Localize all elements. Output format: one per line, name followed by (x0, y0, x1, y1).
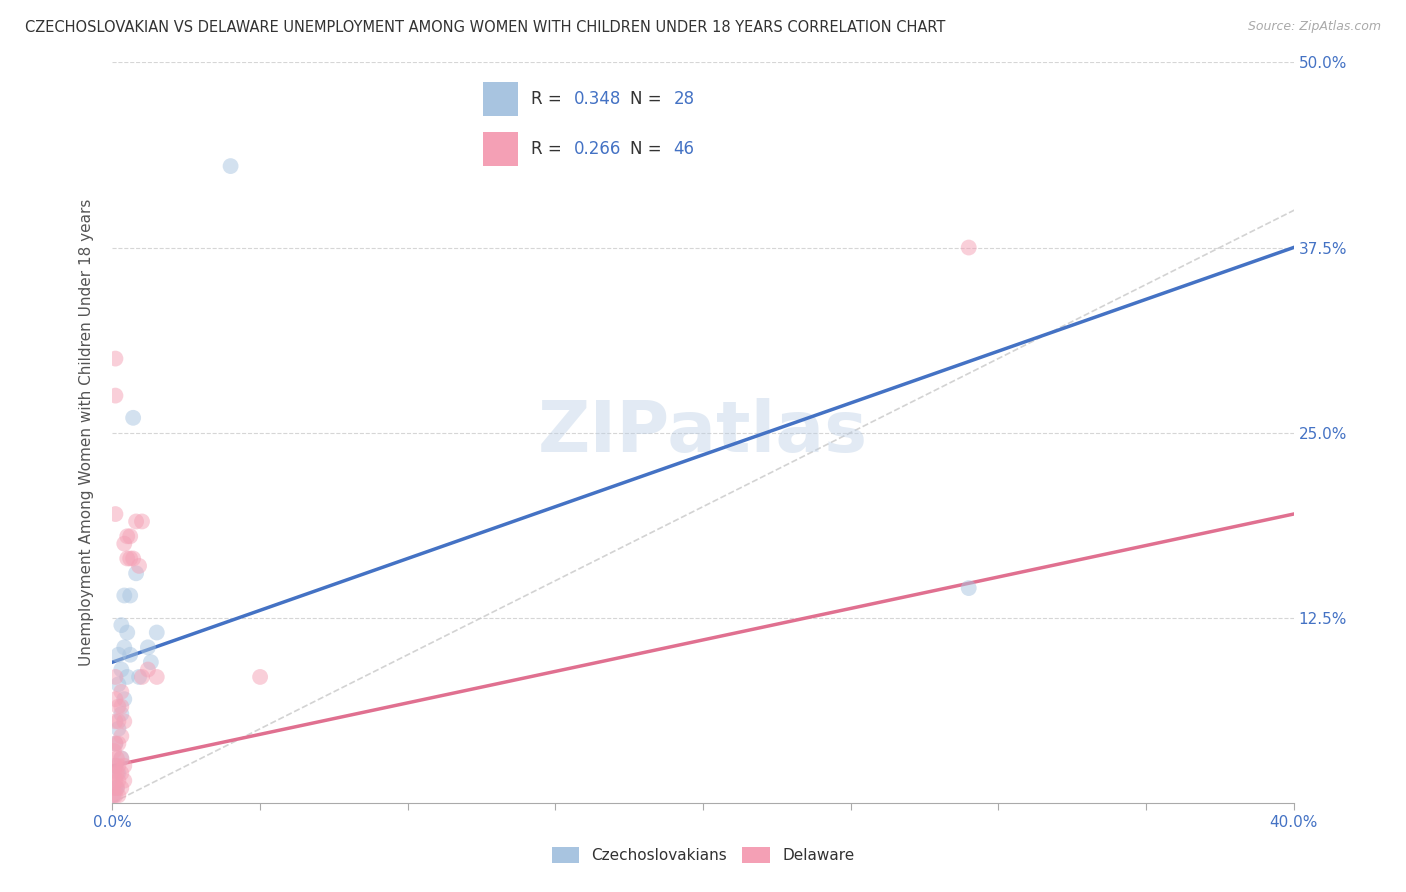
Point (117, 529, 138, 543)
Point (107, 758, 129, 772)
Point (103, 744, 125, 758)
Point (105, 751, 128, 765)
Point (104, 692, 127, 706)
Point (146, 625, 169, 640)
Point (107, 648, 129, 662)
Point (107, 722, 129, 736)
Point (128, 558, 150, 573)
Point (219, 159, 242, 173)
Point (122, 551, 145, 566)
Point (104, 737, 127, 751)
Point (120, 529, 142, 543)
Point (122, 410, 145, 425)
Point (103, 789, 125, 803)
Point (110, 766, 132, 780)
Point (110, 780, 132, 795)
Point (103, 780, 125, 795)
Point (104, 758, 127, 772)
Point (105, 780, 128, 795)
Text: ZIPatlas: ZIPatlas (538, 398, 868, 467)
Point (104, 351, 127, 366)
Point (120, 551, 142, 566)
Point (131, 515, 153, 529)
Point (107, 773, 129, 788)
Point (146, 670, 169, 684)
Point (110, 706, 132, 721)
Point (110, 729, 132, 743)
Point (112, 640, 135, 655)
Point (120, 648, 142, 662)
Point (125, 515, 148, 529)
Point (107, 789, 129, 803)
Point (104, 758, 127, 772)
Point (110, 663, 132, 677)
Point (104, 773, 127, 788)
Point (107, 737, 129, 751)
Point (110, 685, 132, 699)
Point (120, 589, 142, 603)
Point (104, 737, 127, 751)
Point (117, 551, 138, 566)
Point (139, 655, 162, 669)
Point (112, 714, 135, 729)
Point (104, 780, 127, 795)
Point (112, 758, 135, 772)
Point (136, 640, 159, 655)
Point (128, 670, 150, 684)
Point (112, 773, 135, 788)
Point (249, 670, 271, 684)
Point (112, 589, 135, 603)
Point (104, 714, 127, 729)
Point (107, 714, 129, 729)
Point (957, 240, 980, 255)
Point (101, 789, 124, 803)
Point (117, 670, 138, 684)
Point (125, 566, 148, 581)
Text: Source: ZipAtlas.com: Source: ZipAtlas.com (1247, 20, 1381, 33)
Point (110, 699, 132, 714)
Point (104, 507, 127, 521)
Point (107, 677, 129, 691)
Point (110, 751, 132, 765)
Point (105, 780, 128, 795)
Point (107, 766, 129, 780)
Point (131, 670, 153, 684)
Point (112, 692, 135, 706)
Point (110, 618, 132, 632)
Point (107, 699, 129, 714)
Point (957, 581, 980, 595)
Y-axis label: Unemployment Among Women with Children Under 18 years: Unemployment Among Women with Children U… (79, 199, 94, 666)
Point (104, 789, 127, 803)
Point (117, 625, 138, 640)
Point (105, 766, 128, 780)
Point (104, 670, 127, 684)
Point (136, 663, 159, 677)
Point (112, 536, 135, 550)
Legend: Czechoslovakians, Delaware: Czechoslovakians, Delaware (546, 841, 860, 869)
Point (104, 388, 127, 402)
Point (103, 766, 125, 780)
Point (110, 751, 132, 765)
Text: CZECHOSLOVAKIAN VS DELAWARE UNEMPLOYMENT AMONG WOMEN WITH CHILDREN UNDER 18 YEAR: CZECHOSLOVAKIAN VS DELAWARE UNEMPLOYMENT… (25, 20, 946, 35)
